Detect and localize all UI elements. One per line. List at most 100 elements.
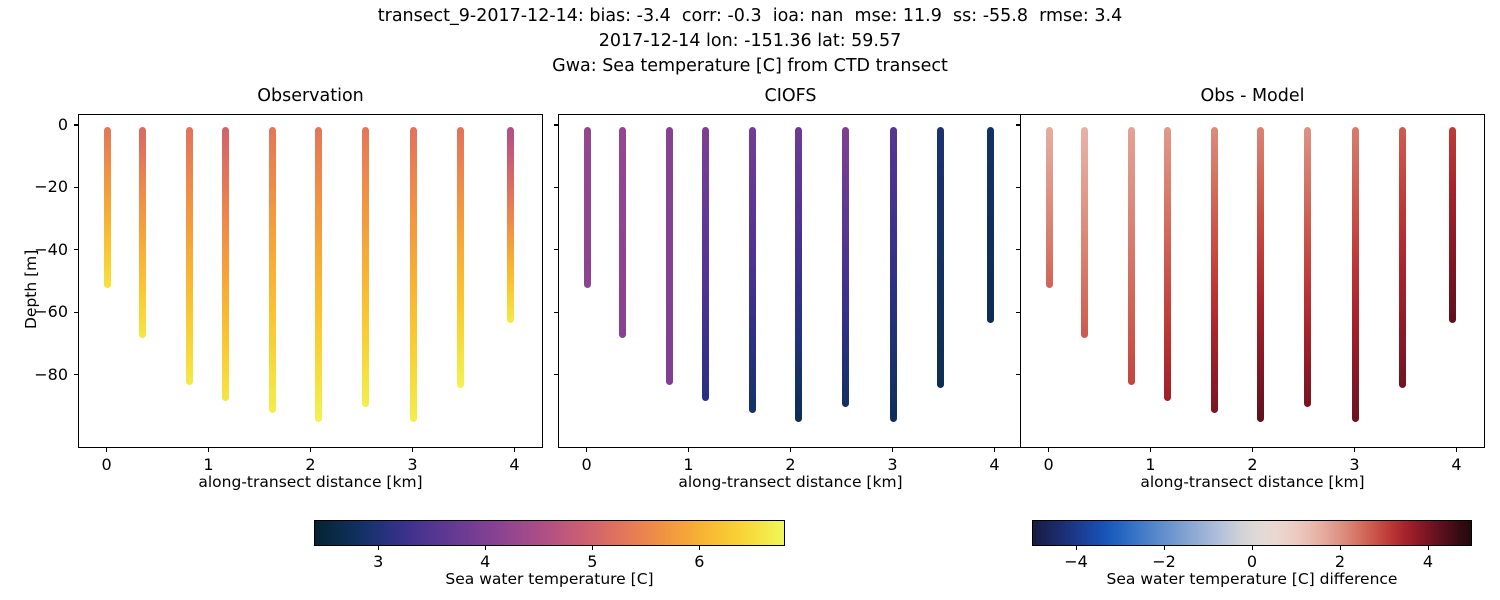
- cast-profile: [1304, 127, 1312, 407]
- colorbar-tick-label: 4: [480, 552, 491, 571]
- x-tick-label: 4: [989, 455, 1000, 474]
- figure-suptitle: transect_9-2017-12-14: bias: -3.4 corr: …: [0, 4, 1500, 79]
- cast-profile: [409, 127, 417, 423]
- panel-title-obs-minus-model: Obs - Model: [1200, 86, 1305, 106]
- cast-profile: [936, 127, 944, 389]
- x-tick-label: 0: [581, 455, 592, 474]
- x-tick-mark: [1048, 448, 1050, 452]
- colorbar-label-temperature-difference: Sea water temperature [C] difference: [1106, 570, 1398, 588]
- y-tick-mark: [74, 311, 78, 313]
- x-tick-mark: [1455, 448, 1458, 452]
- panel-title-observation: Observation: [257, 86, 364, 106]
- x-tick-label: 1: [1145, 455, 1156, 474]
- y-tick-mark: [74, 124, 78, 126]
- colorbar-tick-label: 6: [694, 552, 705, 571]
- cast-profile: [185, 127, 193, 385]
- x-tick-mark: [1150, 448, 1152, 452]
- y-tick-mark: [554, 124, 558, 126]
- x-tick-mark: [1252, 448, 1254, 452]
- suptitle-line-2: 2017-12-14 lon: -151.36 lat: 59.57: [598, 31, 902, 51]
- cast-profile: [362, 127, 370, 407]
- cast-profile: [269, 127, 277, 414]
- colorbar-tick-label: 0: [1246, 552, 1258, 571]
- colorbar-tick-label: −4: [1064, 552, 1088, 571]
- panel-obs-minus-model: [1020, 114, 1485, 448]
- x-tick-mark: [586, 448, 588, 452]
- colorbar-tick-label: 4: [1422, 552, 1434, 571]
- x-tick-mark: [208, 448, 210, 452]
- x-tick-mark: [411, 448, 414, 452]
- y-tick-mark: [74, 374, 78, 376]
- colorbar-tick-mark: [591, 546, 593, 550]
- cast-profile: [702, 127, 710, 401]
- cast-profile: [1448, 127, 1456, 323]
- x-tick-label: 0: [101, 455, 112, 474]
- colorbar-tick-mark: [1075, 546, 1077, 550]
- y-tick-mark: [1016, 124, 1020, 126]
- colorbar-tick-label: 2: [1334, 552, 1346, 571]
- x-tick-mark: [513, 448, 516, 452]
- colorbar-tick-mark: [1163, 546, 1165, 550]
- x-tick-label: 4: [1451, 455, 1462, 474]
- y-tick-mark: [1016, 249, 1020, 251]
- y-tick-label: 0: [57, 114, 68, 134]
- x-tick-label: 3: [407, 455, 418, 474]
- x-tick-label: 2: [305, 455, 316, 474]
- cast-profile: [889, 127, 897, 423]
- cast-profile: [1127, 127, 1135, 385]
- x-tick-label: 0: [1043, 455, 1054, 474]
- colorbar-temperature-difference: [1032, 520, 1472, 546]
- colorbar-tick-label: 3: [373, 552, 384, 571]
- x-tick-mark: [891, 448, 894, 452]
- cast-profile: [842, 127, 850, 407]
- x-tick-mark: [106, 448, 108, 452]
- cast-profile: [138, 127, 146, 339]
- colorbar-tick-label: −2: [1152, 552, 1176, 571]
- colorbar-tick-mark: [484, 546, 486, 550]
- x-axis-label-obs-minus-model: along-transect distance [km]: [1140, 473, 1365, 491]
- x-tick-label: 1: [203, 455, 214, 474]
- cast-profile: [618, 127, 626, 339]
- suptitle-line-1: transect_9-2017-12-14: bias: -3.4 corr: …: [377, 6, 1123, 26]
- cast-profile: [222, 127, 230, 401]
- colorbar-tick-label: 5: [587, 552, 598, 571]
- cast-profile: [104, 127, 112, 289]
- y-tick-mark: [554, 249, 558, 251]
- y-tick-mark: [74, 186, 78, 188]
- cast-profile: [665, 127, 673, 385]
- cast-profile: [1046, 127, 1054, 289]
- cast-profile: [1257, 127, 1265, 423]
- suptitle-line-3: Gwa: Sea temperature [C] from CTD transe…: [552, 56, 948, 76]
- y-tick-mark: [1016, 186, 1020, 188]
- cast-profile: [1211, 127, 1219, 414]
- x-tick-label: 2: [1247, 455, 1258, 474]
- y-tick-label: −80: [34, 364, 68, 384]
- colorbar-tick-mark: [698, 546, 700, 550]
- x-tick-mark: [1353, 448, 1356, 452]
- x-tick-label: 2: [785, 455, 796, 474]
- panel-title-ciofs: CIOFS: [764, 86, 817, 106]
- cast-profile: [795, 127, 803, 423]
- y-tick-mark: [74, 249, 78, 251]
- y-tick-mark: [554, 374, 558, 376]
- cast-profile: [1398, 127, 1406, 389]
- cast-profile: [749, 127, 757, 414]
- cast-profile: [315, 127, 323, 423]
- y-tick-label: −60: [34, 302, 68, 322]
- x-tick-label: 4: [509, 455, 520, 474]
- x-axis-label-ciofs: along-transect distance [km]: [678, 473, 903, 491]
- y-tick-mark: [554, 311, 558, 313]
- y-tick-label: −20: [34, 177, 68, 197]
- x-tick-mark: [310, 448, 312, 452]
- cast-profile: [456, 127, 464, 389]
- cast-profile: [506, 127, 514, 323]
- colorbar-tick-mark: [1339, 546, 1341, 550]
- x-axis-label-observation: along-transect distance [km]: [198, 473, 423, 491]
- cast-profile: [1080, 127, 1088, 339]
- x-tick-mark: [993, 448, 996, 452]
- colorbar-tick-mark: [1251, 546, 1253, 550]
- panel-observation: [78, 114, 543, 448]
- cast-profile: [584, 127, 592, 289]
- cast-profile: [986, 127, 994, 323]
